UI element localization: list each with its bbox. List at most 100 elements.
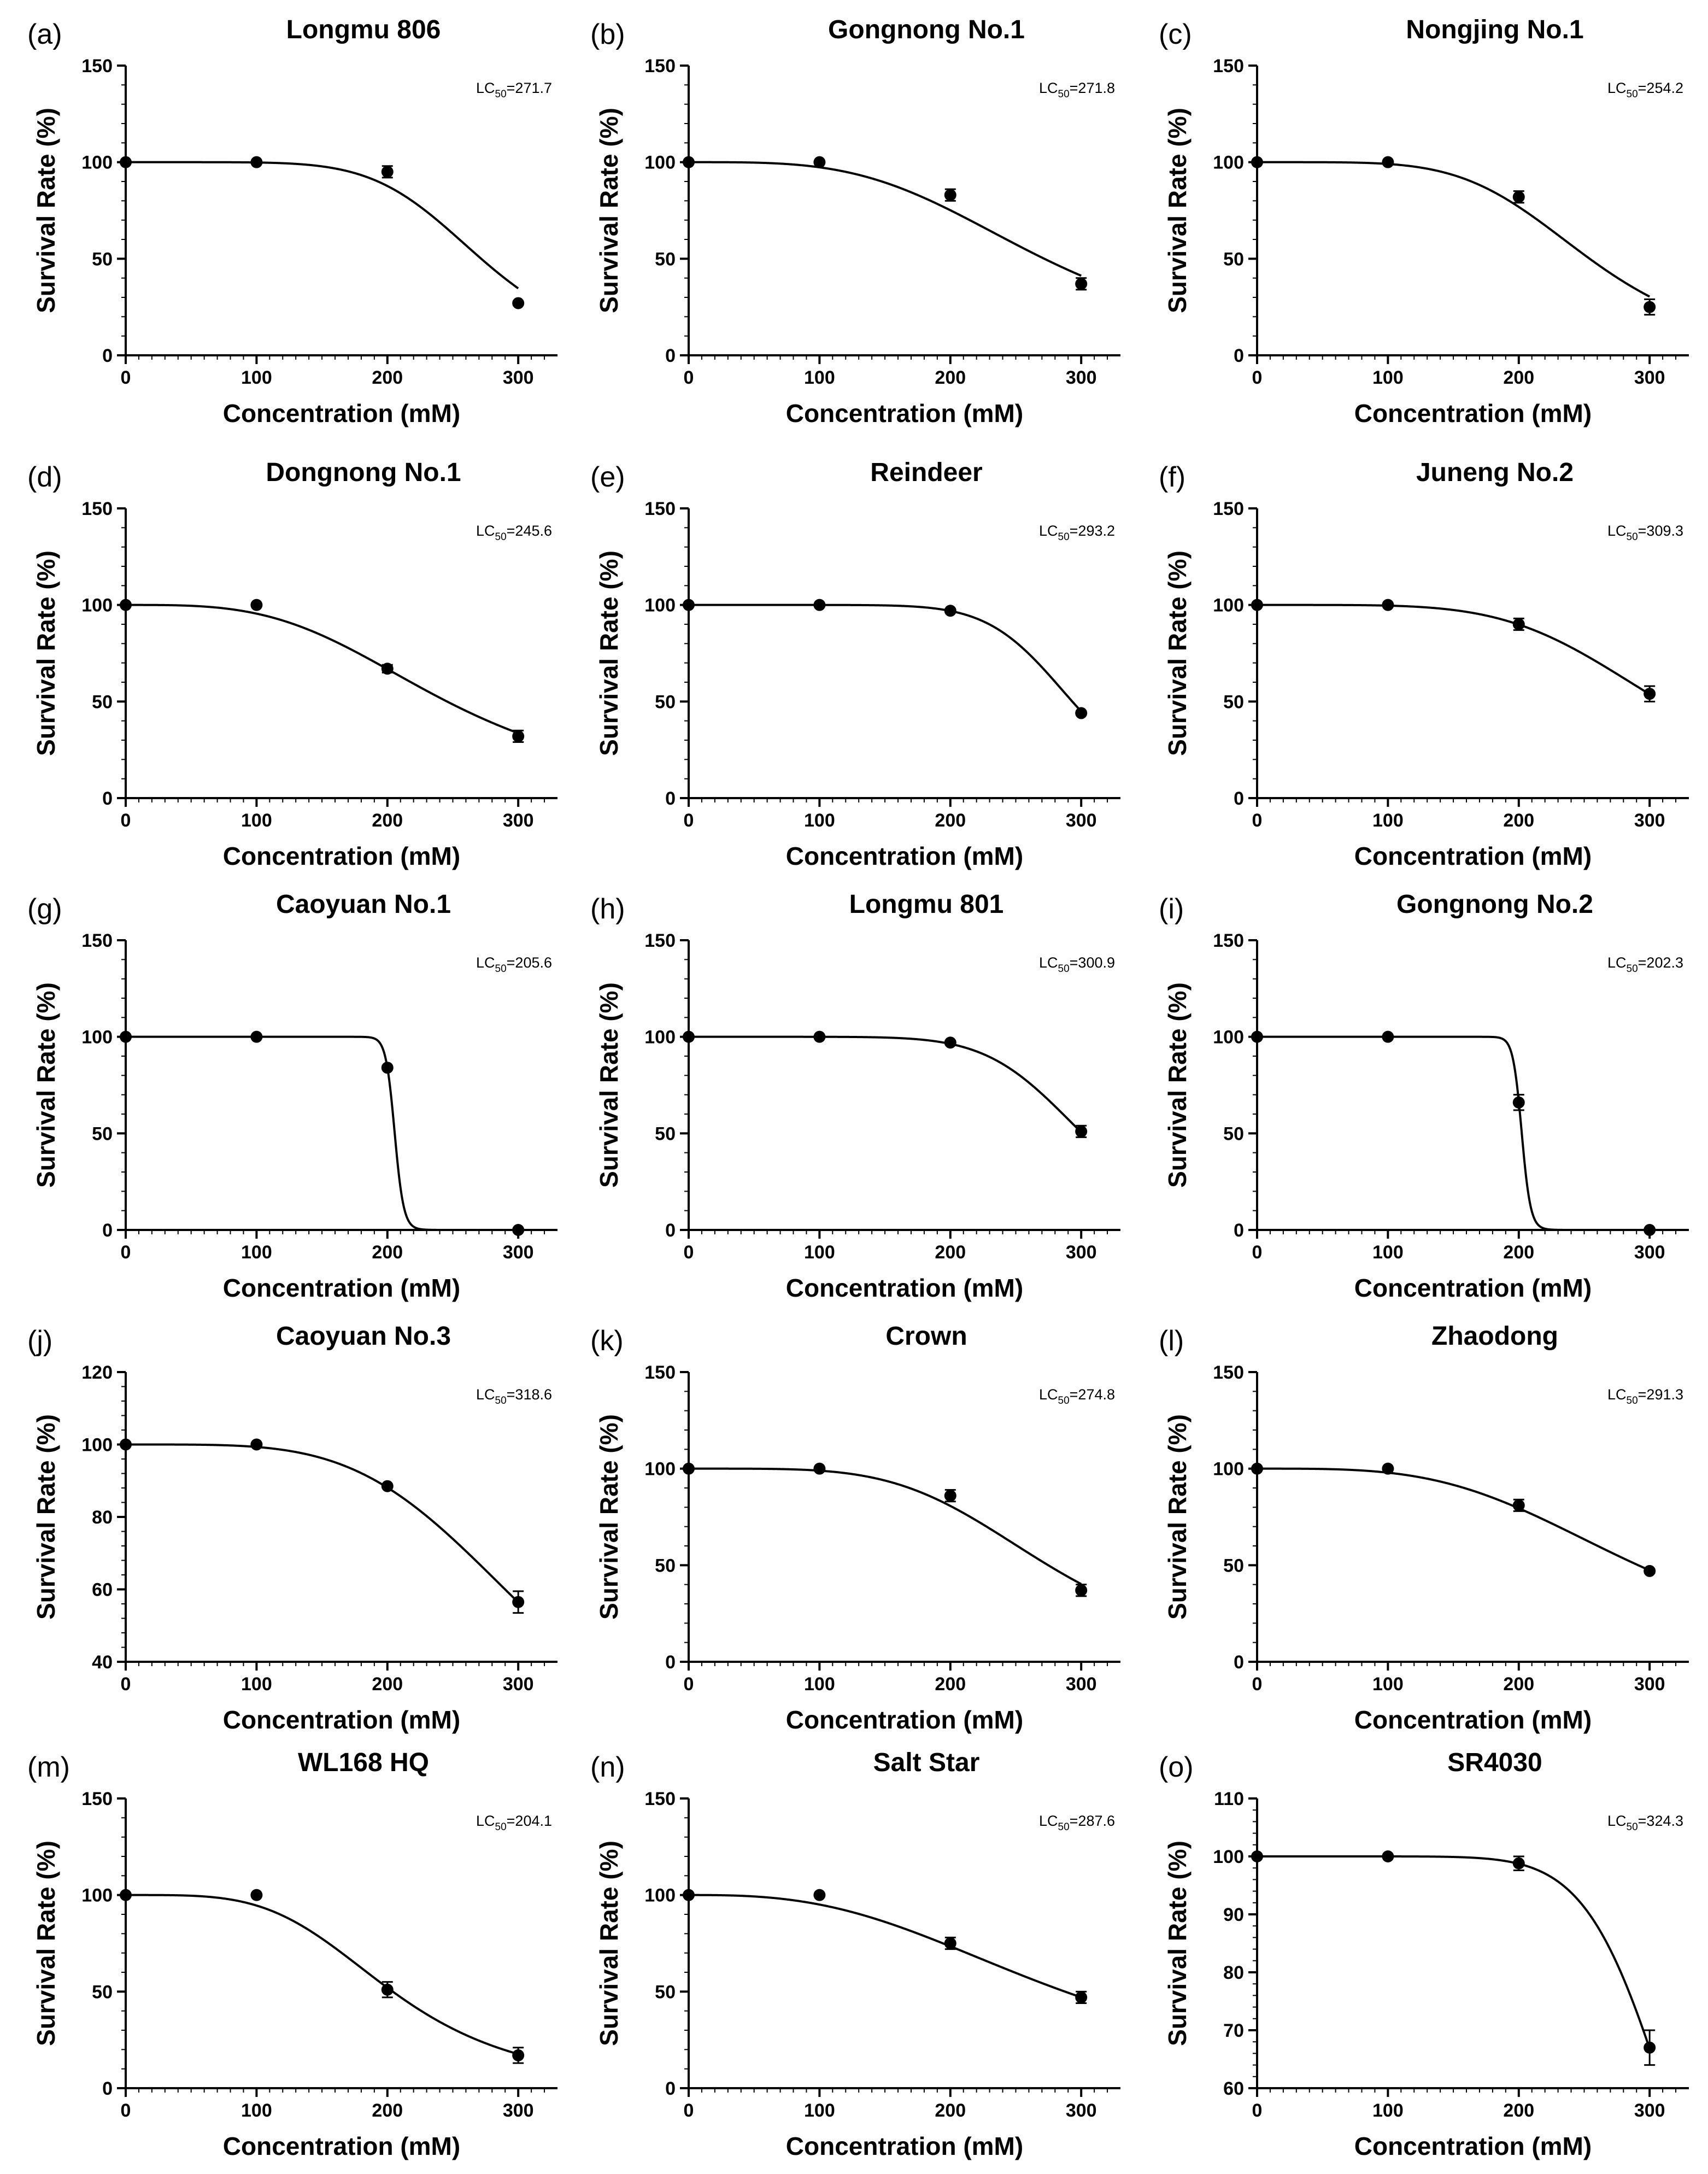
y-tick-label: 0 [665,788,676,809]
data-point [1251,1030,1263,1043]
lc50-label: LC50=204.1 [476,1813,552,1833]
x-tick-label: 100 [1372,367,1404,388]
data-point [120,599,132,611]
data-point [1512,618,1525,630]
y-axis-label: Survival Rate (%) [1163,108,1192,313]
lc50-label: LC50=293.2 [1039,523,1115,543]
y-tick-label: 150 [644,1362,676,1383]
fit-curve [1257,603,1651,695]
y-axis-label: Survival Rate (%) [1163,982,1192,1188]
data-point [250,1889,263,1901]
data-point [944,189,956,201]
x-tick-label: 200 [372,1242,403,1263]
x-axis-label: Concentration (mM) [786,2132,1023,2160]
y-axis-label: Survival Rate (%) [32,108,60,313]
y-tick-label: 0 [102,788,113,809]
y-tick-label: 150 [644,1789,676,1809]
lc50-label: LC50=254.2 [1607,80,1683,100]
fit-curve [689,603,1082,712]
lc50-value: =274.8 [1070,1386,1115,1403]
x-tick-label: 300 [1066,1242,1097,1263]
y-tick-label: 90 [1223,1905,1244,1925]
chart-panel-j: (j) Caoyuan No.3 LC50=318.6 40 60 80 100 120 0 10… [27,1322,557,1734]
lc50-subscript: 50 [1058,963,1070,975]
x-tick-label: 100 [804,1242,835,1263]
lc50-value: =202.3 [1638,954,1683,971]
x-axis-label: Concentration (mM) [1354,1274,1592,1302]
y-axis-label: Survival Rate (%) [595,550,623,756]
x-tick-label: 200 [1503,367,1534,388]
lc50-prefix: LC [1039,954,1058,971]
lc50-subscript: 50 [1058,89,1070,100]
x-tick-label: 300 [1634,1242,1665,1263]
y-axis-label: Survival Rate (%) [32,982,60,1188]
y-tick-label: 0 [1234,788,1244,809]
y-tick-label: 150 [1213,1362,1244,1383]
y-tick-label: 50 [1223,1123,1244,1144]
x-axis-label: Concentration (mM) [223,1274,460,1302]
x-tick-label: 200 [935,1674,966,1695]
lc50-subscript: 50 [1058,1821,1070,1833]
y-tick-label: 150 [1213,56,1244,77]
x-tick-label: 200 [935,810,966,831]
chart-title: Juneng No.2 [1416,458,1574,487]
data-point [1075,707,1088,719]
y-tick-label: 50 [655,249,676,269]
x-tick-label: 0 [1252,1242,1263,1263]
lc50-prefix: LC [476,954,495,971]
chart-title: Nongjing No.1 [1406,15,1583,44]
y-axis-label: Survival Rate (%) [1163,550,1192,756]
y-tick-label: 150 [81,930,113,951]
lc50-subscript: 50 [1627,531,1638,543]
y-tick-label: 150 [81,56,113,77]
y-tick-label: 50 [1223,249,1244,269]
y-tick-label: 150 [1213,930,1244,951]
panel-letter: (o) [1159,1751,1194,1783]
y-tick-label: 70 [1223,2020,1244,2041]
y-tick-label: 100 [644,1885,676,1906]
y-tick-label: 50 [655,692,676,712]
data-point [381,1062,394,1074]
data-point [1251,1462,1263,1475]
y-tick-label: 100 [644,1027,676,1048]
y-axis-label: Survival Rate (%) [595,1841,623,2046]
data-point [1644,301,1656,313]
x-axis-label: Concentration (mM) [223,842,460,870]
y-tick-label: 150 [81,499,113,519]
chart-title: Gongnong No.1 [828,15,1025,44]
chart-title: Gongnong No.2 [1396,890,1593,919]
y-tick-label: 40 [92,1652,113,1673]
data-point [250,156,263,168]
x-axis-label: Concentration (mM) [1354,1706,1592,1734]
x-tick-label: 100 [804,810,835,831]
y-tick-label: 50 [1223,1555,1244,1576]
lc50-prefix: LC [476,80,495,96]
x-axis-label: Concentration (mM) [1354,399,1592,427]
x-tick-label: 200 [1503,810,1534,831]
y-tick-label: 60 [92,1580,113,1601]
panel-letter: (n) [590,1751,625,1783]
y-tick-label: 50 [92,692,113,712]
data-point [683,1889,695,1901]
y-axis-label: Survival Rate (%) [32,1841,60,2046]
data-point [813,1030,826,1043]
data-point [1382,1030,1394,1043]
lc50-label: LC50=291.3 [1607,1386,1683,1407]
y-tick-label: 100 [644,153,676,173]
y-tick-label: 100 [1213,1027,1244,1048]
y-tick-label: 0 [102,345,113,366]
panel-letter: (d) [27,461,62,493]
data-point [944,1036,956,1049]
data-point [1382,1462,1394,1475]
y-tick-label: 50 [92,1982,113,2002]
y-axis-label: Survival Rate (%) [1163,1414,1192,1620]
x-tick-label: 0 [684,2100,694,2121]
fit-curve [126,1894,519,2055]
lc50-prefix: LC [1607,1386,1627,1403]
